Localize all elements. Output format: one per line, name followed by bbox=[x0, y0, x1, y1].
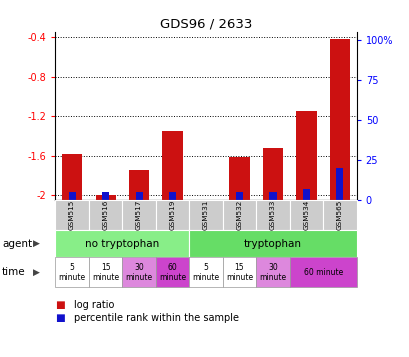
Bar bbox=[269, 192, 276, 200]
Bar bbox=[95, 195, 115, 200]
Text: 5
minute: 5 minute bbox=[192, 262, 219, 282]
Text: log ratio: log ratio bbox=[74, 300, 114, 310]
Text: 5
minute: 5 minute bbox=[58, 262, 85, 282]
Bar bbox=[336, 168, 343, 200]
Bar bbox=[296, 111, 316, 200]
Text: 60 minute: 60 minute bbox=[303, 268, 342, 277]
Bar bbox=[68, 192, 75, 200]
Bar bbox=[229, 157, 249, 200]
Text: GSM515: GSM515 bbox=[69, 200, 75, 230]
Bar bbox=[236, 192, 243, 200]
Bar bbox=[169, 192, 175, 200]
Text: 15
minute: 15 minute bbox=[92, 262, 119, 282]
Text: time: time bbox=[2, 267, 26, 277]
Text: ▶: ▶ bbox=[33, 268, 39, 277]
Text: 30
minute: 30 minute bbox=[125, 262, 152, 282]
Text: agent: agent bbox=[2, 238, 32, 249]
Text: GSM533: GSM533 bbox=[270, 200, 275, 230]
Bar bbox=[329, 39, 349, 200]
Title: GDS96 / 2633: GDS96 / 2633 bbox=[160, 18, 252, 31]
Text: ■: ■ bbox=[55, 313, 65, 323]
Text: ■: ■ bbox=[55, 300, 65, 310]
Text: percentile rank within the sample: percentile rank within the sample bbox=[74, 313, 238, 323]
Text: 60
minute: 60 minute bbox=[159, 262, 186, 282]
Text: no tryptophan: no tryptophan bbox=[85, 238, 159, 249]
Text: GSM565: GSM565 bbox=[336, 200, 342, 230]
Text: tryptophan: tryptophan bbox=[243, 238, 301, 249]
Text: 30
minute: 30 minute bbox=[259, 262, 286, 282]
Bar bbox=[135, 192, 142, 200]
Bar bbox=[62, 154, 82, 200]
Text: ▶: ▶ bbox=[33, 239, 39, 248]
Bar bbox=[102, 192, 109, 200]
Text: 15
minute: 15 minute bbox=[225, 262, 252, 282]
Text: GSM517: GSM517 bbox=[136, 200, 142, 230]
Bar bbox=[302, 188, 309, 200]
Text: GSM516: GSM516 bbox=[102, 200, 108, 230]
Text: GSM531: GSM531 bbox=[202, 200, 209, 230]
Text: GSM519: GSM519 bbox=[169, 200, 175, 230]
Text: GSM534: GSM534 bbox=[303, 200, 309, 230]
Bar bbox=[262, 147, 282, 200]
Bar bbox=[162, 131, 182, 200]
Bar bbox=[129, 170, 149, 200]
Text: GSM532: GSM532 bbox=[236, 200, 242, 230]
